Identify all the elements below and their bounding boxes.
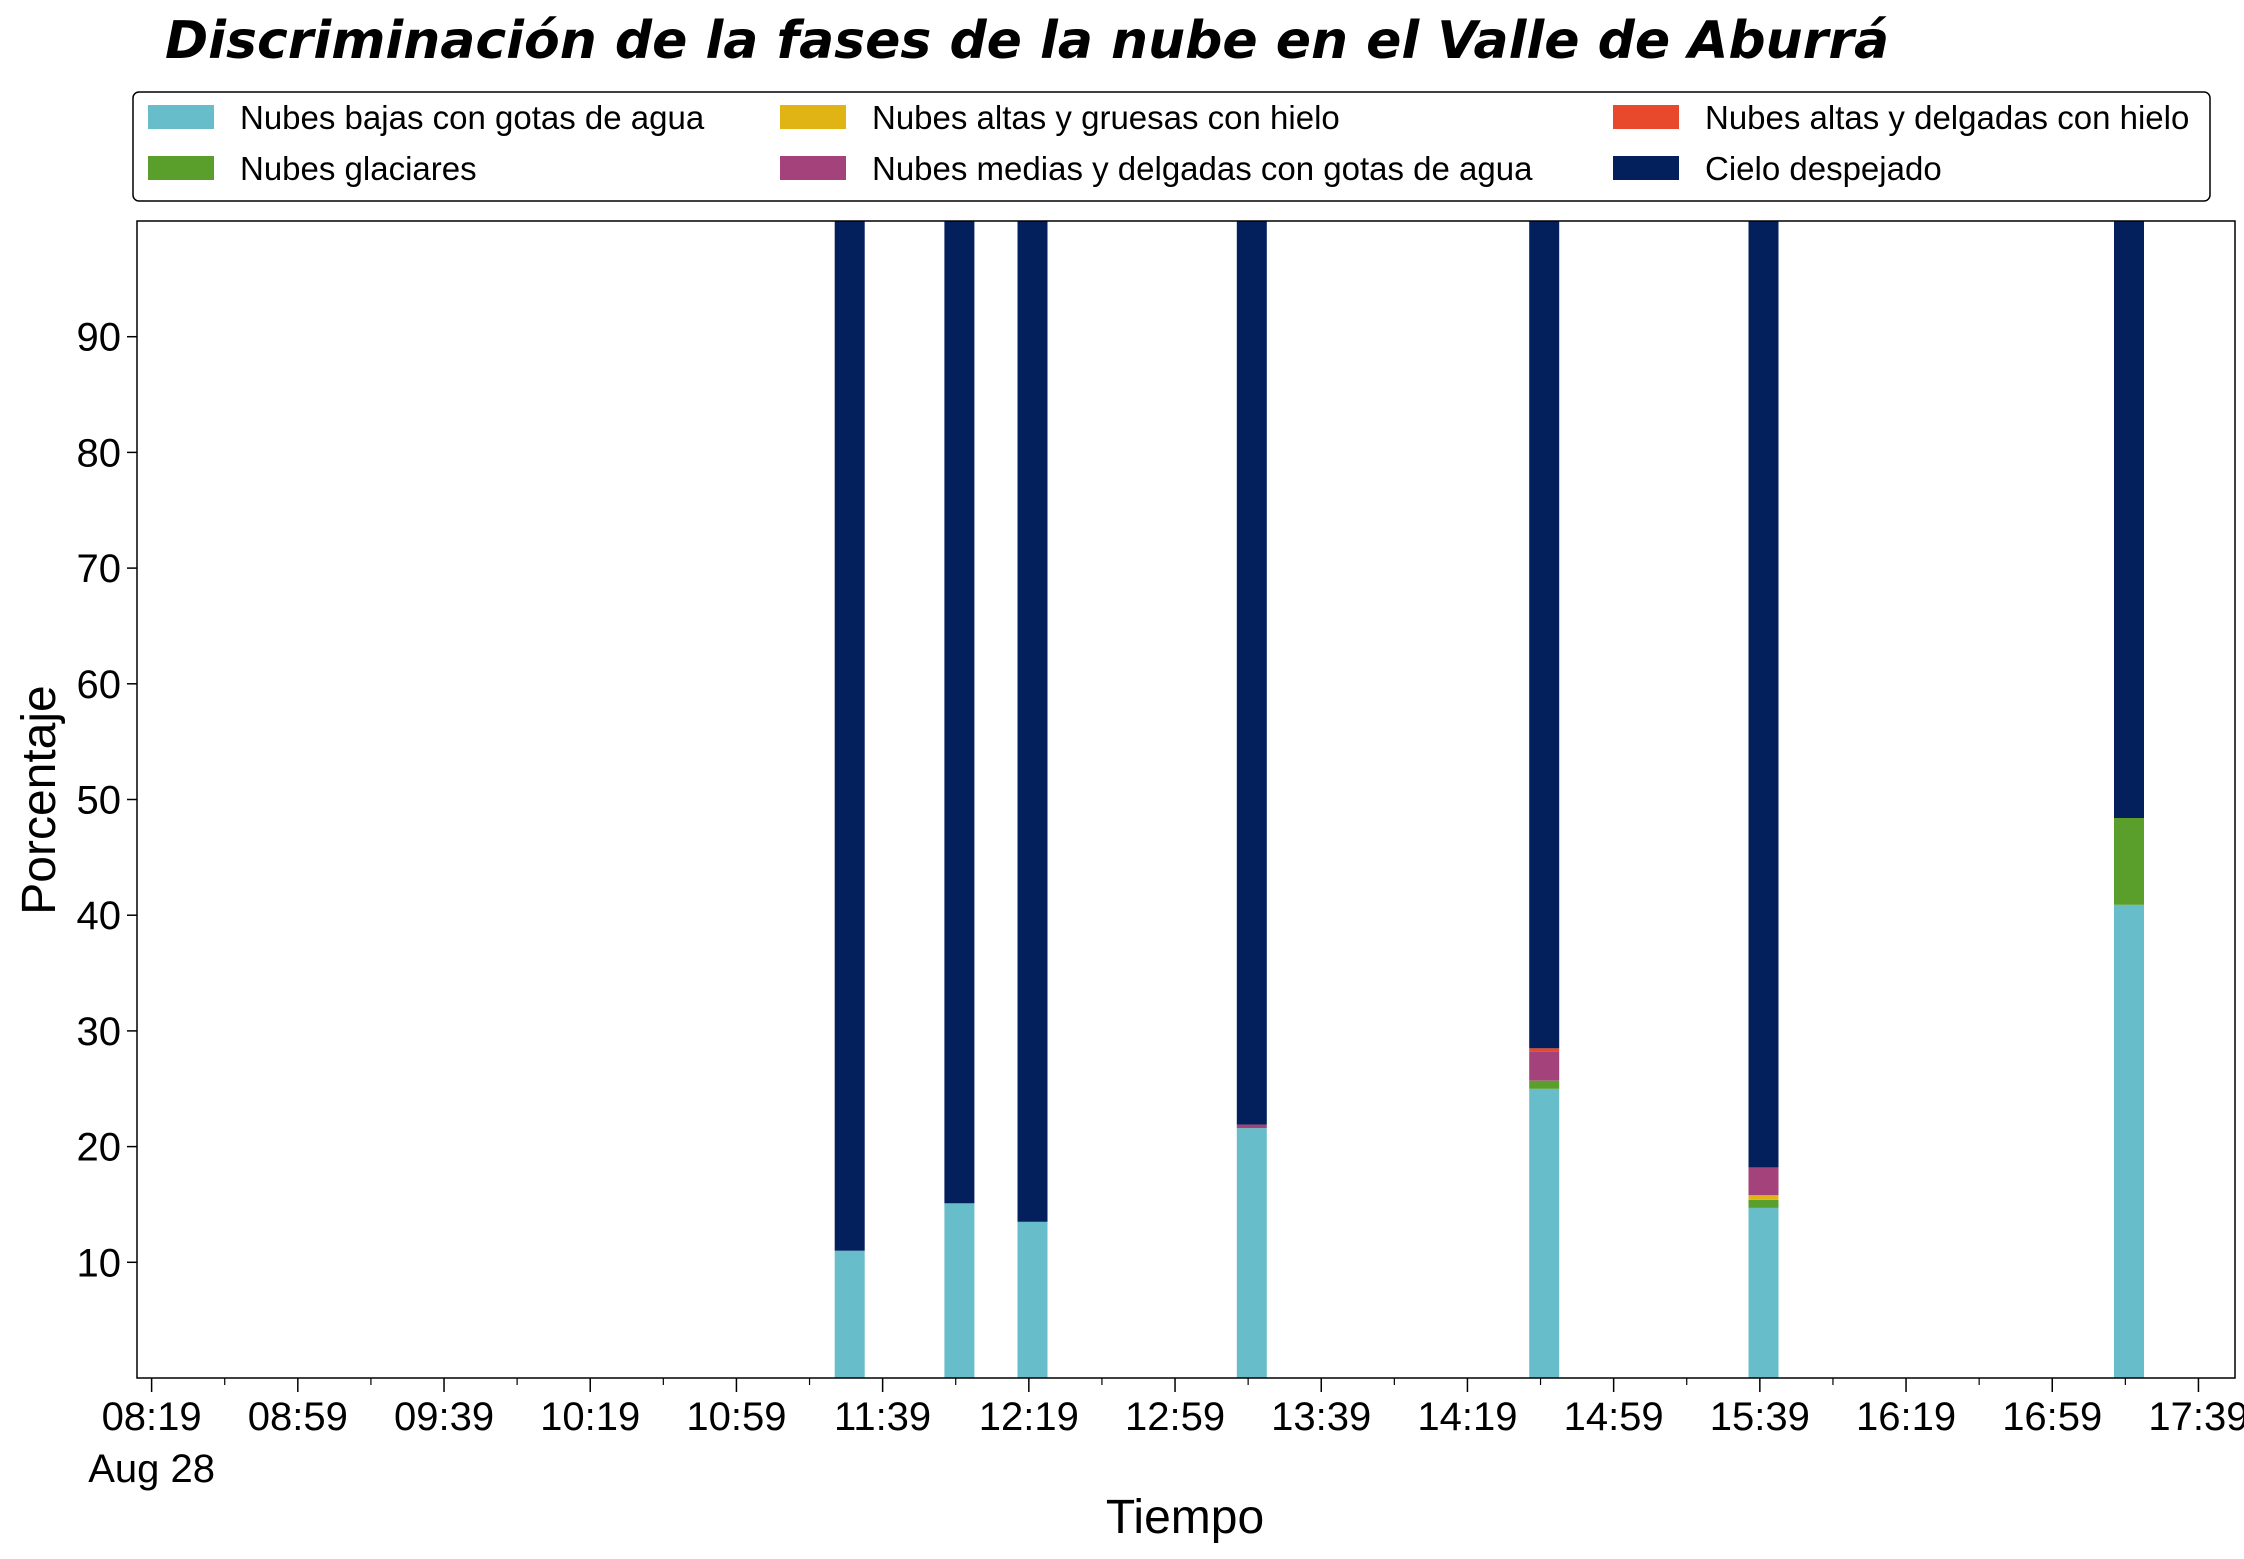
legend-swatch [780, 105, 846, 129]
y-tick-label: 40 [77, 894, 122, 938]
y-tick-label: 60 [77, 663, 122, 707]
bar-segment [1529, 1051, 1560, 1081]
legend: Nubes bajas con gotas de agua Nubes glaci… [132, 91, 2211, 202]
x-tick-label: 08:19 [102, 1395, 202, 1439]
bars [834, 221, 2144, 1379]
bar-segment [1748, 1167, 1779, 1196]
y-tick-label: 30 [77, 1010, 122, 1054]
x-tick-label: 15:39 [1710, 1395, 1810, 1439]
x-tick-label: 14:19 [1417, 1395, 1517, 1439]
bar-segment [1236, 1128, 1267, 1378]
x-tick-label: 16:19 [1856, 1395, 1956, 1439]
y-axis-label: Porcentaje [13, 685, 66, 914]
legend-swatch [780, 156, 846, 180]
legend-label: Nubes medias y delgadas con gotas de agu… [872, 150, 1533, 187]
bar-segment [1529, 1088, 1560, 1379]
y-tick-label: 10 [77, 1241, 122, 1285]
x-tick-label: 16:59 [2002, 1395, 2102, 1439]
bar-segment [1017, 1221, 1048, 1378]
bar-segment [1529, 1080, 1560, 1089]
x-date-label: Aug 28 [88, 1447, 215, 1491]
x-tick-label: 09:39 [394, 1395, 494, 1439]
plot-area: 10 20 30 40 50 60 70 80 90 08:19 08:59 09:39 10:19 1… [77, 220, 2244, 1491]
x-tick-label: 17:39 [2148, 1395, 2244, 1439]
bar-segment [834, 1250, 865, 1378]
x-tick-label: 11:39 [834, 1395, 931, 1439]
x-tick-label: 10:19 [540, 1395, 640, 1439]
x-tick-label: 13:39 [1271, 1395, 1371, 1439]
y-axis: 10 20 30 40 50 60 70 80 90 [77, 316, 137, 1285]
bar-segment [2114, 221, 2144, 818]
bar-segment [1748, 1207, 1779, 1378]
y-tick-label: 50 [77, 779, 122, 823]
legend-frame [132, 91, 2211, 202]
chart-title: Discriminación de la fases de la nube en… [165, 11, 1889, 71]
x-axis-label: Tiempo [1106, 1491, 1264, 1544]
x-tick-label: 14:59 [1564, 1395, 1664, 1439]
bar-segment [1748, 1195, 1779, 1200]
x-tick-label: 08:59 [248, 1395, 348, 1439]
bar-segment [2114, 904, 2144, 1378]
y-tick-label: 20 [77, 1126, 122, 1170]
bar-segment [1748, 1199, 1779, 1208]
bar-segment [1748, 221, 1779, 1168]
legend-label: Nubes glaciares [240, 150, 477, 187]
legend-label: Nubes altas y gruesas con hielo [872, 99, 1340, 136]
bar-segment [944, 1203, 975, 1378]
x-tick-label: 12:19 [979, 1395, 1079, 1439]
bar-segment [1529, 1048, 1560, 1052]
legend-swatch [1613, 156, 1679, 180]
x-tick-label: 10:59 [686, 1395, 786, 1439]
y-tick-label: 80 [77, 431, 122, 475]
y-tick-label: 90 [77, 316, 122, 360]
x-tick-label: 12:59 [1125, 1395, 1225, 1439]
bar-segment [834, 221, 865, 1251]
bar-segment [2114, 818, 2144, 905]
bar-segment [1236, 1124, 1267, 1129]
plot-frame [136, 220, 2236, 1379]
legend-swatch [148, 105, 214, 129]
x-axis: 08:19 08:59 09:39 10:19 10:59 11:39 12:19 12:59… [88, 1378, 2244, 1491]
y-tick-label: 70 [77, 547, 122, 591]
legend-swatch [1613, 105, 1679, 129]
bar-segment [1236, 221, 1267, 1125]
bar-segment [1017, 221, 1048, 1222]
bar-segment [944, 221, 975, 1204]
bar-segment [1529, 221, 1560, 1049]
legend-label: Nubes altas y delgadas con hielo [1705, 99, 2189, 136]
legend-swatch [148, 156, 214, 180]
legend-label: Cielo despejado [1705, 150, 1942, 187]
legend-label: Nubes bajas con gotas de agua [240, 99, 705, 136]
